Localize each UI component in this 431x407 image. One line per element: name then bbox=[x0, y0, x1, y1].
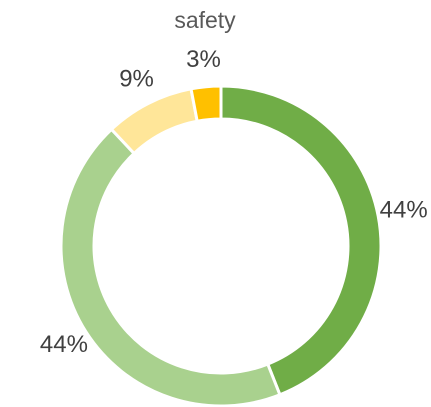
donut-segment bbox=[59, 127, 282, 407]
data-label: 44% bbox=[380, 196, 428, 223]
donut-segment bbox=[219, 84, 383, 397]
chart-title: safety bbox=[174, 7, 236, 33]
donut-segment bbox=[109, 87, 199, 156]
donut-segment bbox=[189, 84, 223, 124]
data-label: 9% bbox=[119, 66, 154, 93]
data-label: 44% bbox=[40, 331, 88, 358]
data-label: 3% bbox=[186, 46, 221, 73]
